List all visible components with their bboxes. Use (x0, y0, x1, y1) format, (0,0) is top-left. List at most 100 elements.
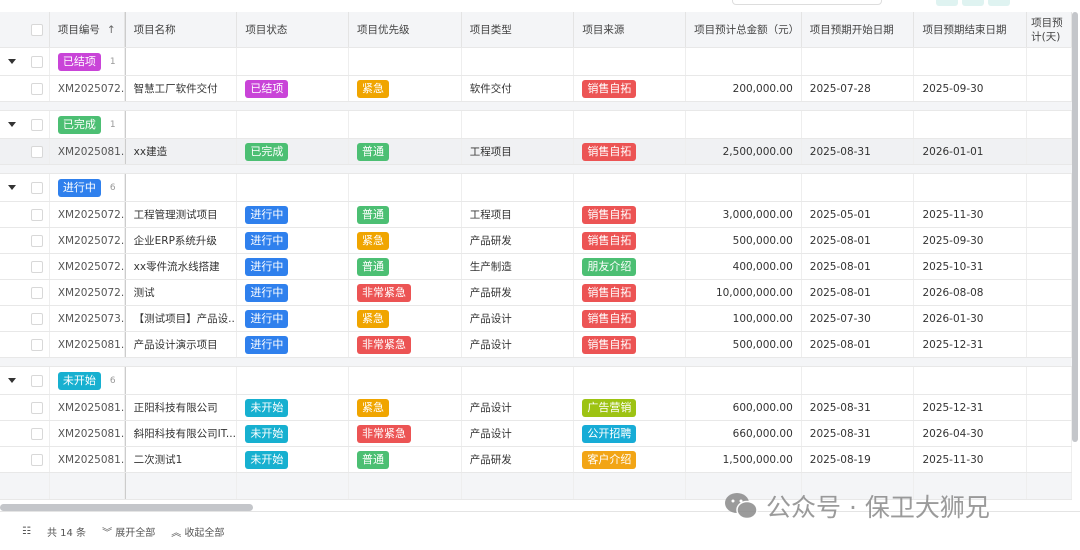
group-row[interactable]: 进行中 6 (0, 174, 1073, 202)
amount: 100,000.00 (732, 312, 793, 325)
priority-cell: 紧急 (349, 76, 462, 101)
select-all-checkbox[interactable] (30, 23, 43, 36)
expand-all-button[interactable]: ︾ 展开全部 (102, 524, 155, 539)
group-count: 6 (109, 182, 116, 193)
expand-all-label: 展开全部 (115, 527, 156, 539)
empty-cell (349, 48, 462, 75)
project-type-cell: 产品设计 (462, 395, 575, 420)
total-count: 共 14 条 (46, 527, 87, 539)
row-checkbox[interactable] (30, 427, 43, 440)
project-type: 产品设计 (469, 339, 512, 351)
column-header[interactable]: 项目来源 (574, 12, 687, 47)
table-row[interactable]: XM2025081... xx建造 已完成 普通 工程项目 销售自拓 2,500,000.0… (0, 139, 1073, 165)
status-cell: 已结项 (237, 76, 350, 101)
group-row[interactable]: 已结项 1 (0, 48, 1073, 76)
column-header[interactable]: 项目预期结束日期 (914, 12, 1028, 47)
amount-cell: 600,000.00 (686, 395, 802, 420)
table-row[interactable]: XM2025081... 正阳科技有限公司 未开始 紧急 产品设计 广告营销 600,000… (0, 395, 1073, 421)
empty-cell (0, 76, 25, 101)
empty-cell (349, 111, 462, 138)
group-checkbox[interactable] (30, 181, 43, 194)
table-row[interactable]: XM2025072... 智慧工厂软件交付 已结项 紧急 软件交付 销售自拓 200,000… (0, 76, 1073, 102)
table-row[interactable]: XM2025072... 企业ERP系统升级 进行中 紧急 产品研发 销售自拓 500,00… (0, 228, 1073, 254)
column-header[interactable]: 项目优先级 (349, 12, 462, 47)
row-checkbox[interactable] (30, 312, 43, 325)
row-checkbox[interactable] (30, 234, 43, 247)
arrow-up-icon[interactable]: ↑ (106, 23, 116, 36)
row-checkbox[interactable] (30, 286, 43, 299)
status-tag: 进行中 (245, 335, 289, 354)
group-checkbox[interactable] (30, 55, 43, 68)
project-name: xx零件流水线搭建 (133, 261, 220, 273)
status-tag: 未开始 (245, 450, 289, 469)
group-row[interactable]: 未开始 6 (0, 367, 1073, 395)
row-checkbox[interactable] (30, 208, 43, 221)
column-header[interactable]: 项目编号 ↑ (50, 12, 125, 47)
caret-down-icon (8, 185, 17, 190)
expand-toggle[interactable] (0, 367, 25, 394)
table-row[interactable]: XM2025081... 二次测试1 未开始 普通 产品研发 客户介绍 1,500,000.… (0, 447, 1073, 473)
checkbox-cell (25, 254, 50, 279)
group-tag: 进行中 (57, 178, 101, 197)
row-checkbox[interactable] (30, 453, 43, 466)
column-header[interactable]: 项目预计(天) (1027, 12, 1073, 47)
status-tag: 进行中 (245, 309, 289, 328)
table-footer: ☷ 共 14 条 ︾ 展开全部 ︽ 收起全部 (0, 511, 1080, 550)
expand-toggle[interactable] (0, 48, 25, 75)
column-header[interactable]: 项目预计总金额（元） (686, 12, 802, 47)
start-date: 2025-08-31 (809, 145, 871, 158)
empty-cell (686, 111, 802, 138)
row-checkbox[interactable] (30, 82, 43, 95)
empty-cell (0, 254, 25, 279)
toolbar-button[interactable] (962, 0, 984, 6)
source-cell: 销售自拓 (574, 280, 687, 305)
expand-toggle[interactable] (0, 111, 25, 138)
column-settings-icon[interactable]: ☷ (22, 525, 31, 537)
start-date: 2025-07-28 (809, 82, 871, 95)
table-row[interactable]: XM2025081... 产品设计演示项目 进行中 非常紧急 产品设计 销售自拓 500,0… (0, 332, 1073, 358)
checkbox-cell (25, 306, 50, 331)
toolbar-button[interactable] (936, 0, 958, 6)
row-checkbox[interactable] (30, 338, 43, 351)
row-checkbox[interactable] (30, 260, 43, 273)
table-row[interactable]: XM2025072... xx零件流水线搭建 进行中 普通 生产制造 朋友介绍 400,00… (0, 254, 1073, 280)
empty-cell (349, 367, 462, 394)
start-date: 2025-05-01 (809, 208, 871, 221)
end-date: 2025-11-30 (922, 453, 984, 466)
column-header[interactable]: 项目名称 (124, 12, 238, 47)
column-header[interactable]: 项目状态 (237, 12, 350, 47)
group-checkbox[interactable] (30, 118, 43, 131)
group-row[interactable]: 已完成 1 (0, 111, 1073, 139)
table-row[interactable]: XM2025081... 斜阳科技有限公司IT... 未开始 非常紧急 产品设计 公开招聘… (0, 421, 1073, 447)
status-tag: 未开始 (245, 424, 289, 443)
horizontal-scrollbar[interactable] (0, 504, 253, 511)
source-cell: 广告营销 (574, 395, 687, 420)
table-row[interactable]: XM2025073... 【测试项目】产品设... 进行中 紧急 产品设计 销售自拓 100… (0, 306, 1073, 332)
toolbar-button[interactable] (988, 0, 1010, 6)
project-name-cell: 正阳科技有限公司 (124, 395, 238, 420)
project-name: 斜阳科技有限公司IT... (133, 428, 236, 440)
collapse-all-button[interactable]: ︽ 收起全部 (171, 524, 224, 539)
row-checkbox[interactable] (30, 145, 43, 158)
expand-toggle[interactable] (0, 174, 25, 201)
column-label: 项目类型 (469, 24, 512, 36)
row-checkbox[interactable] (30, 401, 43, 414)
column-header[interactable]: 项目预期开始日期 (802, 12, 915, 47)
source-tag: 广告营销 (582, 398, 637, 417)
group-tag: 已完成 (57, 115, 101, 134)
end-date-cell: 2025-09-30 (914, 228, 1028, 253)
project-table: 项目编号 ↑ 项目名称 项目状态 项目优先级 项目类型 项目来源 项目预计总金额（… (0, 12, 1073, 500)
priority-tag: 紧急 (357, 79, 390, 98)
group-spacer (0, 165, 1072, 174)
project-code: XM2025081... (57, 401, 125, 414)
group-checkbox[interactable] (30, 374, 43, 387)
end-date: 2025-12-31 (922, 338, 984, 351)
amount-cell: 660,000.00 (686, 421, 802, 446)
search-input[interactable] (732, 0, 882, 5)
table-row[interactable]: XM2025072... 工程管理测试项目 进行中 普通 工程项目 销售自拓 3,000,0… (0, 202, 1073, 228)
empty-cell (574, 48, 687, 75)
table-row[interactable]: XM2025072... 测试 进行中 非常紧急 产品研发 销售自拓 10,000,000.… (0, 280, 1073, 306)
vertical-scrollbar[interactable] (1072, 12, 1078, 442)
column-header[interactable]: 项目类型 (462, 12, 575, 47)
empty-cell (124, 473, 238, 499)
